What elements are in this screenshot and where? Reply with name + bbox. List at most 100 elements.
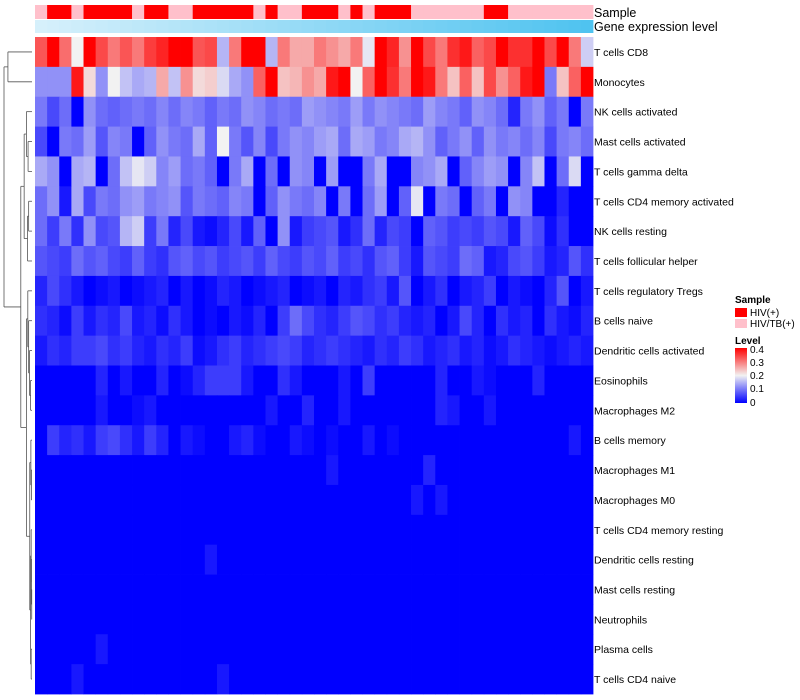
heatmap-cell bbox=[435, 246, 448, 277]
heatmap-cell bbox=[350, 275, 363, 307]
heatmap-cell bbox=[508, 455, 521, 486]
heatmap-cell bbox=[277, 275, 291, 307]
heatmap-cell bbox=[580, 156, 594, 187]
heatmap-cell bbox=[398, 604, 412, 635]
heatmap-cell bbox=[253, 246, 266, 277]
heatmap-cell bbox=[447, 455, 460, 486]
heatmap-cell bbox=[386, 96, 400, 127]
heatmap-cell bbox=[156, 335, 169, 366]
heatmap-cell bbox=[95, 664, 109, 695]
heatmap-cell bbox=[180, 246, 194, 277]
heatmap-cell bbox=[132, 246, 145, 277]
heatmap-cell bbox=[350, 484, 363, 516]
heatmap-cell bbox=[520, 126, 533, 157]
heatmap-cell bbox=[35, 395, 48, 426]
heatmap-cell bbox=[95, 66, 109, 98]
heatmap-cell bbox=[544, 96, 558, 127]
heatmap-cell bbox=[71, 425, 84, 456]
heatmap-cell bbox=[544, 514, 558, 546]
heatmap-cell bbox=[326, 574, 339, 605]
heatmap-cell bbox=[580, 186, 594, 217]
heatmap-cell bbox=[144, 395, 157, 426]
gene-expression-annotation-cell bbox=[265, 20, 279, 33]
heatmap-cell bbox=[495, 246, 509, 277]
heatmap-cell bbox=[495, 305, 509, 337]
heatmap-cell bbox=[95, 634, 109, 665]
heatmap-cell bbox=[144, 664, 157, 695]
heatmap-cell bbox=[362, 455, 376, 486]
heatmap-cell bbox=[326, 305, 339, 337]
gene-expression-annotation-cell bbox=[483, 20, 497, 33]
heatmap-cell bbox=[156, 604, 169, 635]
heatmap-cell bbox=[253, 484, 266, 516]
sample-annotation-cell bbox=[59, 5, 72, 19]
heatmap-cell bbox=[95, 305, 109, 337]
heatmap-cell bbox=[156, 484, 169, 516]
heatmap-cell bbox=[107, 634, 121, 665]
heatmap-cell bbox=[301, 574, 315, 605]
heatmap-cell bbox=[289, 365, 303, 396]
heatmap-cell bbox=[156, 365, 169, 396]
heatmap-cell bbox=[241, 634, 254, 665]
heatmap-cell bbox=[180, 335, 194, 366]
heatmap-cell bbox=[180, 126, 194, 157]
heatmap-cell bbox=[568, 275, 582, 307]
heatmap-cell bbox=[47, 395, 60, 426]
heatmap-cell bbox=[580, 96, 594, 127]
heatmap-cell bbox=[156, 37, 169, 68]
heatmap-cell bbox=[289, 335, 303, 366]
heatmap-cell bbox=[180, 395, 194, 426]
heatmap-cell bbox=[508, 544, 521, 575]
heatmap-cell bbox=[326, 126, 339, 157]
heatmap-cell bbox=[423, 544, 436, 575]
heatmap-cell bbox=[459, 275, 473, 307]
heatmap-cell bbox=[459, 574, 473, 605]
heatmap-cell bbox=[508, 365, 521, 396]
heatmap-cell bbox=[338, 96, 351, 127]
heatmap-cell bbox=[71, 96, 84, 127]
heatmap-cell bbox=[398, 275, 412, 307]
heatmap-cell bbox=[180, 484, 194, 516]
heatmap-cell bbox=[253, 574, 266, 605]
gene-expression-annotation-cell bbox=[459, 20, 473, 33]
heatmap-cell bbox=[459, 395, 473, 426]
heatmap-cell bbox=[447, 335, 460, 366]
heatmap-cell bbox=[459, 484, 473, 516]
heatmap-cell bbox=[411, 186, 424, 217]
heatmap-cell bbox=[471, 156, 485, 187]
heatmap-cell bbox=[520, 305, 533, 337]
gene-expression-annotation-cell bbox=[556, 20, 570, 33]
heatmap-cell bbox=[265, 544, 279, 575]
heatmap-cell bbox=[423, 514, 436, 546]
heatmap-cell bbox=[204, 395, 218, 426]
heatmap-cell bbox=[132, 275, 145, 307]
heatmap-cell bbox=[520, 96, 533, 127]
heatmap-cell bbox=[132, 395, 145, 426]
heatmap-cell bbox=[35, 544, 48, 575]
heatmap-cell bbox=[204, 544, 218, 575]
heatmap-cell bbox=[119, 66, 133, 98]
legend: Sample HIV(+) HIV/TB(+) Level 0.4 0.3 0.… bbox=[735, 295, 795, 409]
heatmap-cell bbox=[568, 395, 582, 426]
heatmap-cell bbox=[59, 126, 72, 157]
heatmap-cell bbox=[132, 544, 145, 575]
heatmap-cell bbox=[71, 246, 84, 277]
heatmap-cell bbox=[265, 425, 279, 456]
legend-level-title: Level bbox=[735, 336, 761, 347]
heatmap-cell bbox=[119, 246, 133, 277]
heatmap-cell bbox=[350, 37, 363, 68]
heatmap-cell bbox=[398, 96, 412, 127]
heatmap-cell bbox=[495, 425, 509, 456]
heatmap-cell bbox=[411, 246, 424, 277]
heatmap-cell bbox=[204, 216, 218, 247]
heatmap-cell bbox=[204, 484, 218, 516]
heatmap-cell bbox=[483, 514, 497, 546]
heatmap-cell bbox=[35, 365, 48, 396]
heatmap-cell bbox=[386, 37, 400, 68]
heatmap-cell bbox=[59, 156, 72, 187]
heatmap-cell bbox=[447, 514, 460, 546]
heatmap-cell bbox=[204, 574, 218, 605]
heatmap-cell bbox=[168, 66, 181, 98]
heatmap-cell bbox=[253, 66, 266, 98]
heatmap-cell bbox=[241, 484, 254, 516]
